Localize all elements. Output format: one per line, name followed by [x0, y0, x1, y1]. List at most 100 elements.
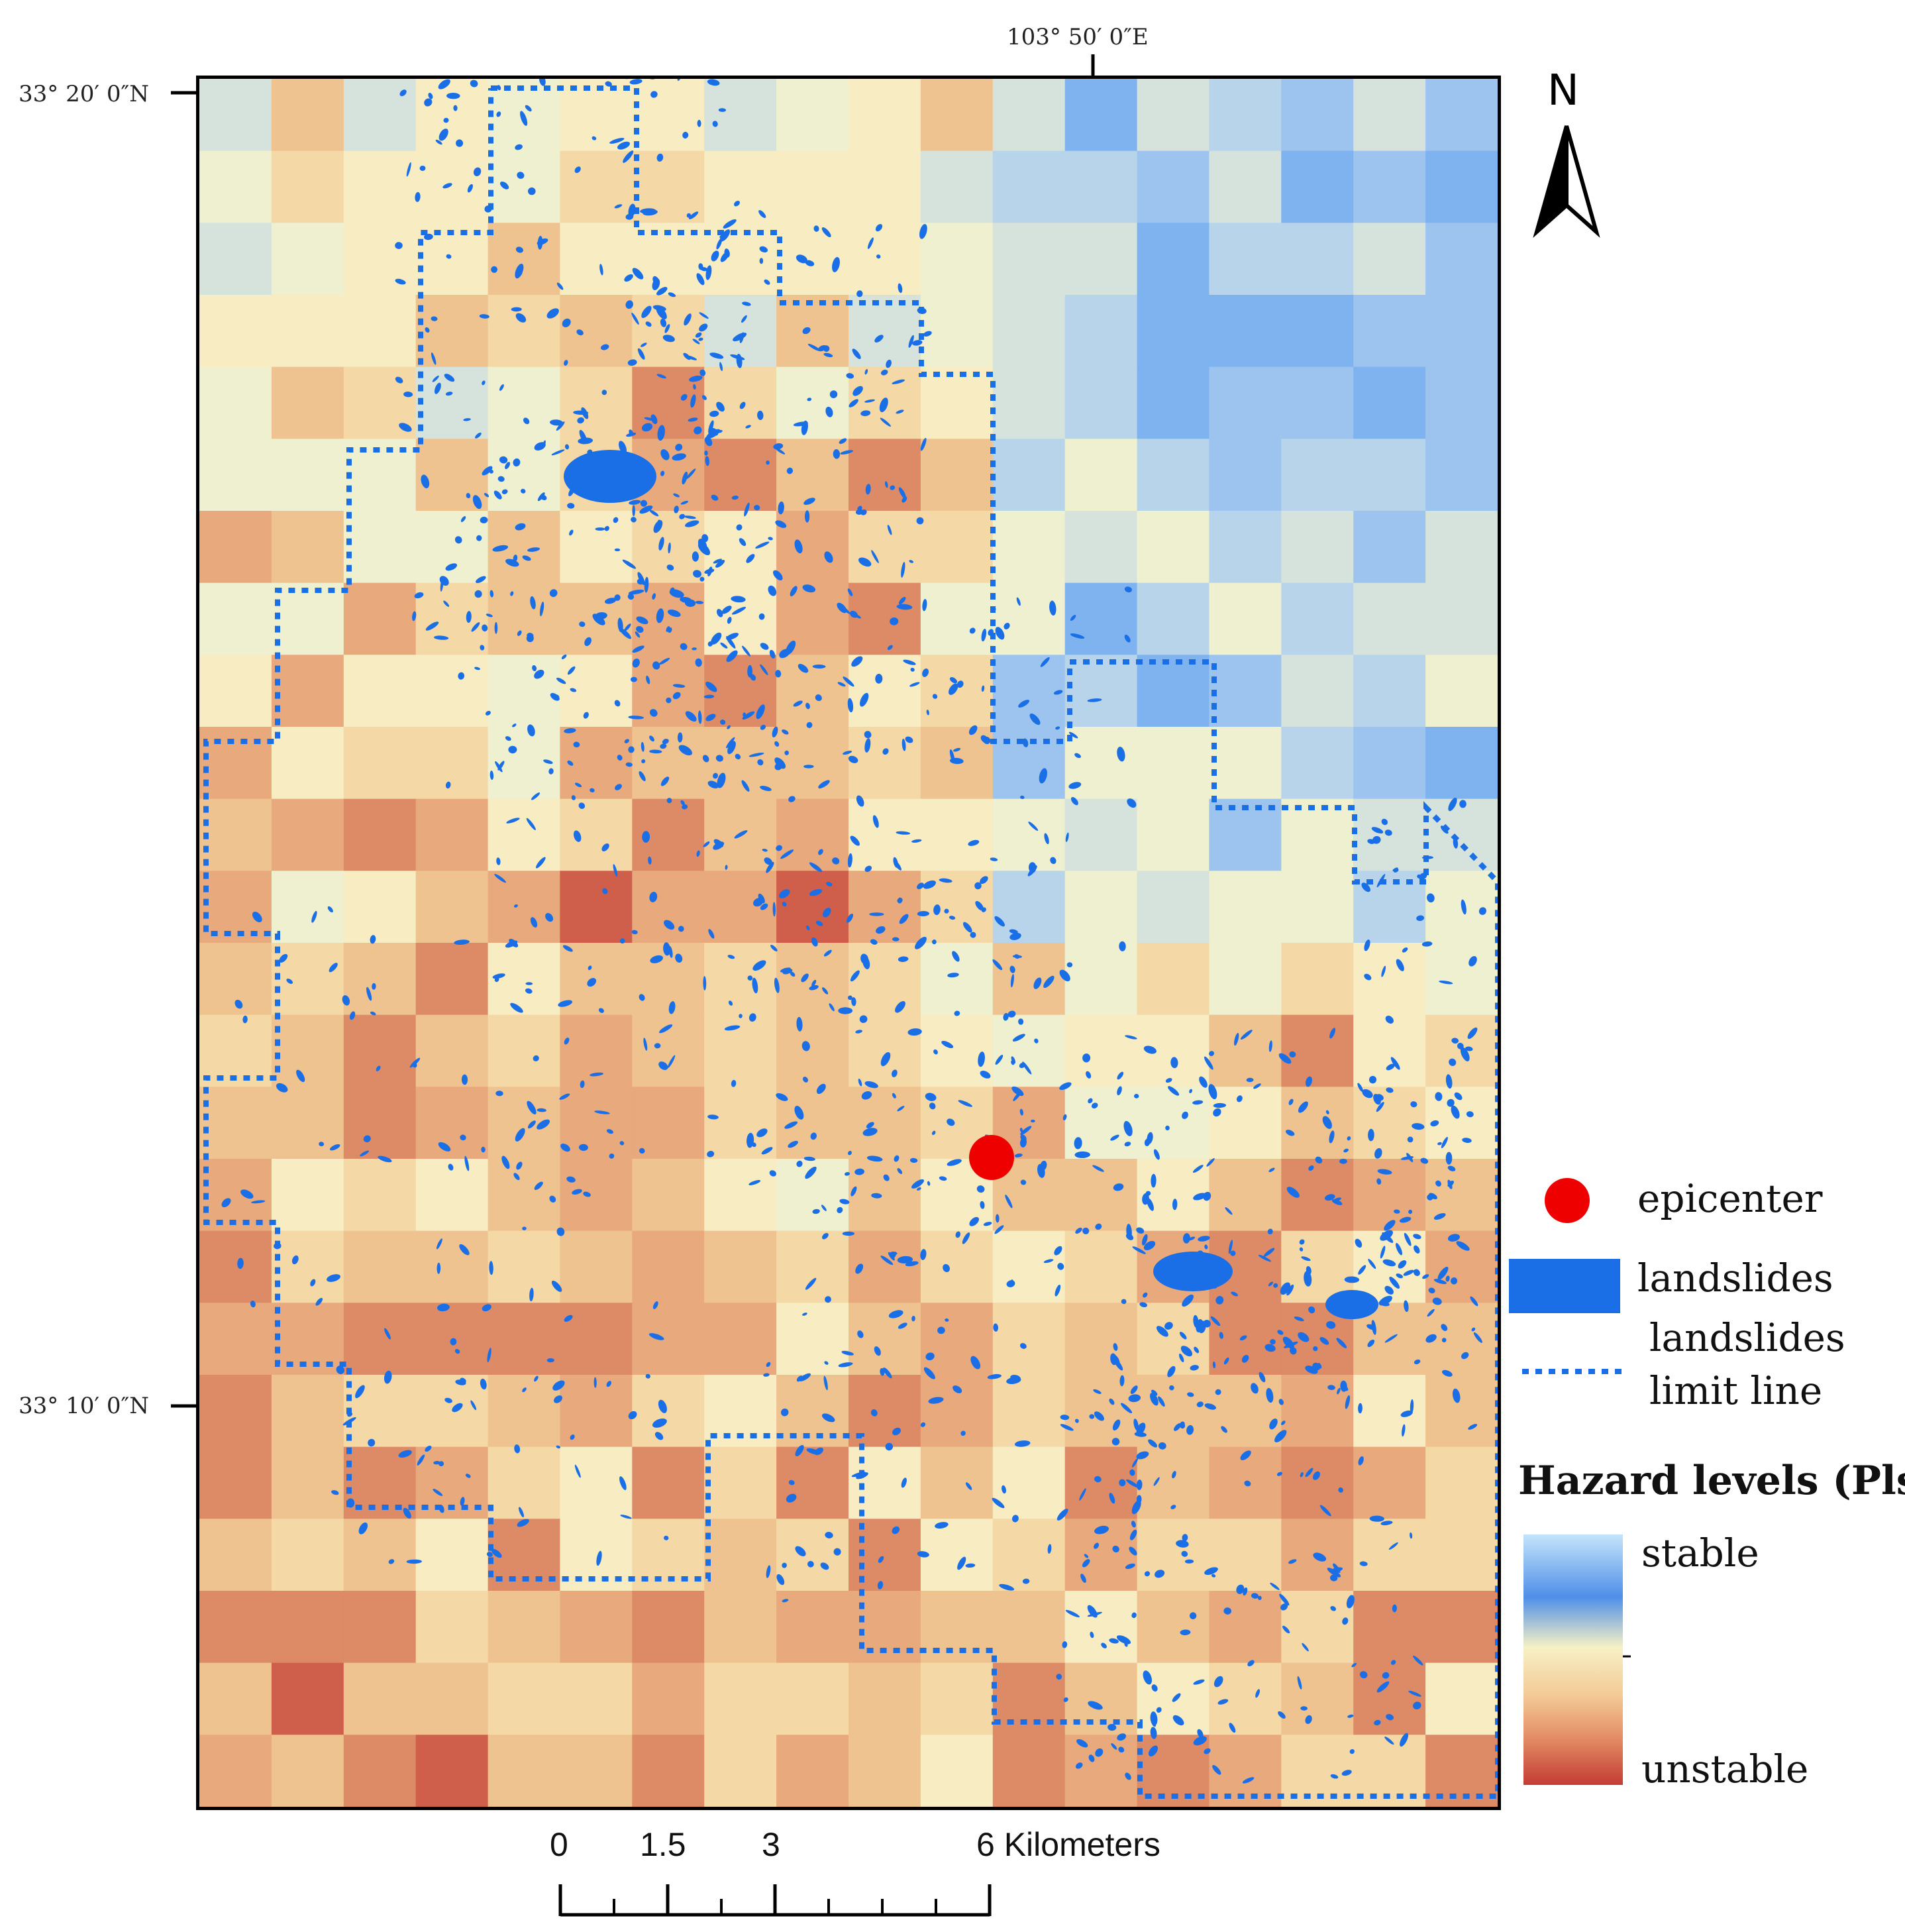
- landslide-polygon: [954, 1010, 960, 1016]
- landslide-polygon: [598, 1008, 604, 1013]
- landslide-polygon: [594, 1110, 610, 1114]
- landslide-polygon: [880, 1256, 894, 1265]
- landslide-polygon: [773, 570, 783, 580]
- landslide-polygon: [291, 1255, 299, 1265]
- landslide-polygon: [660, 743, 667, 749]
- hazard-cell: [1425, 439, 1498, 511]
- landslide-polygon: [1223, 1357, 1229, 1365]
- landslide-polygon: [992, 1497, 1005, 1509]
- landslide-polygon: [1044, 833, 1049, 845]
- landslide-polygon: [1288, 1559, 1297, 1564]
- landslide-polygon: [870, 1409, 878, 1417]
- hazard-cell: [1064, 1303, 1138, 1375]
- landslide-polygon: [923, 1367, 935, 1379]
- landslide-polygon: [1022, 738, 1029, 747]
- landslide-polygon: [252, 912, 262, 922]
- hazard-cell: [488, 798, 561, 871]
- landslide-polygon: [970, 1356, 981, 1369]
- landslide-polygon: [678, 926, 684, 932]
- legend-limit-label-1: landslides: [1649, 1315, 1845, 1360]
- hazard-cell: [1209, 150, 1282, 223]
- landslide-polygon: [766, 861, 774, 873]
- hazard-cell: [415, 1735, 489, 1807]
- landslide-polygon: [780, 1408, 789, 1417]
- landslide-polygon: [1029, 713, 1041, 725]
- hazard-cell: [271, 871, 344, 943]
- landslide-polygon: [824, 551, 833, 563]
- hazard-cell: [992, 366, 1066, 439]
- hazard-cell: [1137, 943, 1210, 1016]
- landslide-polygon: [571, 795, 576, 800]
- landslide-polygon: [1451, 1038, 1459, 1044]
- landslide-polygon: [1121, 1299, 1127, 1305]
- landslide-polygon: [684, 313, 692, 326]
- landslide-polygon: [850, 835, 860, 846]
- landslide-polygon: [862, 956, 870, 969]
- landslide-polygon: [456, 139, 464, 147]
- landslide-polygon: [990, 857, 998, 861]
- landslide-polygon: [756, 1128, 768, 1138]
- landslide-polygon: [1369, 1515, 1384, 1522]
- landslide-polygon: [916, 517, 924, 525]
- landslide-polygon: [1447, 1234, 1461, 1242]
- landslide-polygon: [699, 369, 706, 376]
- hazard-cell: [560, 798, 633, 871]
- landslide-polygon: [699, 323, 708, 332]
- landslide-polygon: [1088, 1754, 1095, 1762]
- landslide-polygon: [1377, 1169, 1392, 1175]
- landslide-polygon: [329, 1144, 340, 1151]
- landslide-polygon: [796, 254, 807, 264]
- hazard-cell: [632, 1662, 705, 1735]
- landslide-polygon: [821, 1205, 827, 1211]
- landslide-polygon: [896, 831, 911, 835]
- hazard-cell: [1209, 655, 1282, 727]
- landslide-polygon: [1208, 1084, 1217, 1100]
- landslide-polygon: [1136, 1422, 1146, 1435]
- landslide-polygon: [1315, 1156, 1323, 1164]
- landslide-polygon: [739, 538, 747, 547]
- landslide-polygon: [1134, 1093, 1139, 1099]
- landslide-polygon: [975, 900, 984, 911]
- landslide-polygon: [717, 429, 723, 433]
- hazard-cell: [992, 1446, 1066, 1519]
- hazard-cell: [199, 727, 272, 800]
- hazard-cell: [1353, 871, 1426, 943]
- landslide-polygon: [1259, 1371, 1266, 1383]
- landslide-polygon: [896, 409, 904, 414]
- landslide-polygon: [1150, 1393, 1158, 1406]
- hazard-legend-title: Hazard levels (Pls): [1518, 1458, 1905, 1504]
- landslide-polygon: [768, 585, 777, 596]
- landslide-polygon: [656, 287, 668, 295]
- landslide-polygon: [892, 1427, 901, 1436]
- landslide-polygon: [1065, 832, 1069, 842]
- landslide-polygon: [1125, 1772, 1131, 1780]
- landslide-polygon: [730, 354, 745, 360]
- hazard-cell: [1425, 1735, 1498, 1807]
- landslide-polygon: [580, 1080, 585, 1089]
- landslide-polygon: [489, 771, 494, 780]
- landslide-polygon: [517, 1519, 529, 1527]
- landslide-polygon: [1082, 1227, 1090, 1234]
- landslide-polygon: [1012, 1034, 1025, 1042]
- landslide-polygon: [1229, 1723, 1236, 1733]
- landslide-polygon: [823, 908, 831, 918]
- landslide-polygon: [1112, 1419, 1121, 1431]
- landslide-polygon: [548, 768, 554, 775]
- hazard-cell: [1353, 366, 1426, 439]
- landslide-polygon: [482, 380, 486, 386]
- landslide-polygon: [1198, 1236, 1210, 1242]
- landslide-polygon: [1129, 1546, 1137, 1556]
- landslide-polygon: [798, 664, 809, 673]
- landslide-polygon: [487, 1348, 491, 1363]
- landslide-polygon: [1268, 1281, 1274, 1287]
- hazard-cell: [849, 1014, 921, 1087]
- landslide-polygon: [660, 318, 667, 327]
- landslide-polygon: [567, 760, 574, 766]
- landslide-polygon: [518, 1507, 525, 1518]
- hazard-cell: [199, 1087, 272, 1159]
- landslide-polygon: [1043, 1259, 1054, 1263]
- landslide-polygon: [535, 857, 546, 869]
- hazard-cell: [632, 871, 705, 943]
- landslide-polygon: [234, 1000, 243, 1009]
- landslide-polygon: [884, 481, 888, 488]
